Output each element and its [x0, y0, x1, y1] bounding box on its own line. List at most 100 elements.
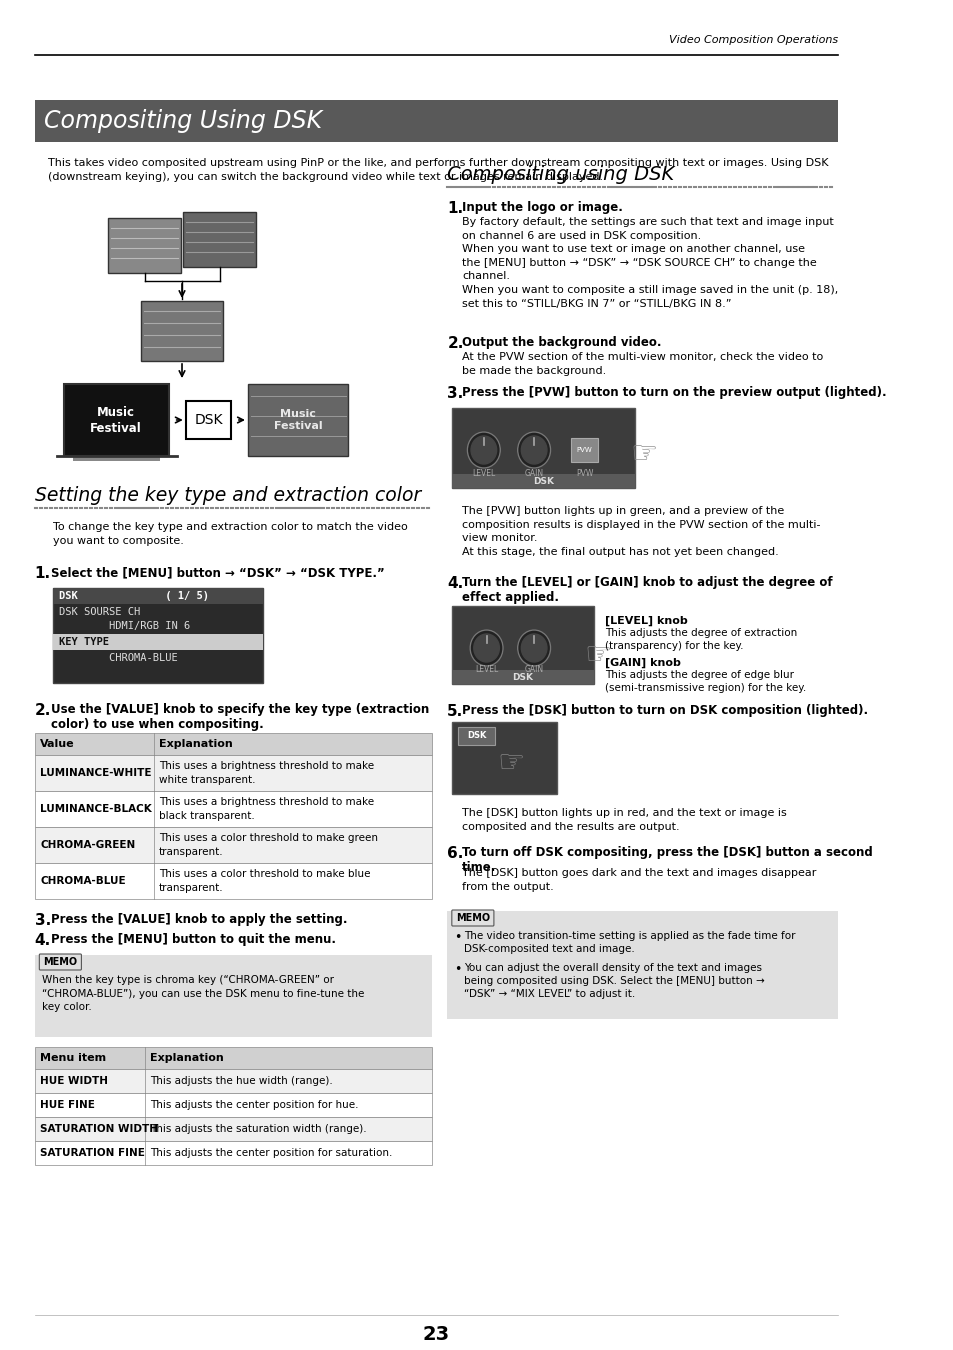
- FancyBboxPatch shape: [64, 383, 169, 456]
- Text: 4.: 4.: [447, 576, 463, 591]
- FancyBboxPatch shape: [457, 728, 495, 745]
- Text: Press the [DSK] button to turn on DSK composition (lighted).: Press the [DSK] button to turn on DSK co…: [461, 703, 867, 717]
- Text: ☞: ☞: [630, 440, 657, 470]
- Circle shape: [471, 436, 497, 464]
- Text: DSK: DSK: [466, 732, 486, 741]
- Text: This adjusts the saturation width (range).: This adjusts the saturation width (range…: [150, 1125, 366, 1134]
- Text: Video Composition Operations: Video Composition Operations: [668, 35, 837, 45]
- Text: •: •: [454, 931, 461, 944]
- Text: This adjusts the degree of extraction
(transparency) for the key.: This adjusts the degree of extraction (t…: [604, 628, 796, 651]
- Text: Music
Festival: Music Festival: [91, 405, 142, 435]
- Text: The [DSK] button lights up in red, and the text or image is
composited and the r: The [DSK] button lights up in red, and t…: [461, 809, 786, 832]
- Text: 3.: 3.: [34, 913, 51, 927]
- Text: [GAIN] knob: [GAIN] knob: [604, 657, 679, 668]
- Text: SATURATION WIDTH: SATURATION WIDTH: [40, 1125, 158, 1134]
- Text: GAIN: GAIN: [524, 666, 543, 675]
- FancyBboxPatch shape: [34, 1069, 432, 1094]
- FancyBboxPatch shape: [108, 217, 181, 273]
- Text: Press the [VALUE] knob to apply the setting.: Press the [VALUE] knob to apply the sett…: [51, 913, 347, 926]
- Text: DSK: DSK: [194, 413, 223, 427]
- Text: You can adjust the overall density of the text and images
being composited using: You can adjust the overall density of th…: [463, 963, 763, 999]
- FancyBboxPatch shape: [34, 863, 432, 899]
- Text: PVW: PVW: [576, 447, 592, 454]
- Text: 1.: 1.: [34, 566, 51, 580]
- Text: This uses a color threshold to make green
transparent.: This uses a color threshold to make gree…: [159, 833, 377, 857]
- Text: 3.: 3.: [447, 386, 463, 401]
- Circle shape: [467, 432, 499, 468]
- Text: Explanation: Explanation: [150, 1053, 224, 1062]
- FancyBboxPatch shape: [34, 791, 432, 828]
- Text: SATURATION FINE: SATURATION FINE: [40, 1148, 145, 1158]
- Text: Press the [MENU] button to quit the menu.: Press the [MENU] button to quit the menu…: [51, 933, 335, 946]
- Text: Menu item: Menu item: [40, 1053, 106, 1062]
- FancyBboxPatch shape: [73, 456, 160, 460]
- Text: HDMI/RGB IN 6: HDMI/RGB IN 6: [58, 621, 190, 630]
- Text: LUMINANCE-WHITE: LUMINANCE-WHITE: [40, 768, 152, 778]
- FancyBboxPatch shape: [34, 828, 432, 863]
- FancyBboxPatch shape: [452, 910, 494, 926]
- FancyBboxPatch shape: [452, 408, 634, 487]
- Circle shape: [470, 630, 502, 666]
- Text: GAIN: GAIN: [524, 470, 543, 478]
- FancyBboxPatch shape: [186, 401, 232, 439]
- Text: The [PVW] button lights up in green, and a preview of the
composition results is: The [PVW] button lights up in green, and…: [461, 506, 820, 556]
- Text: When the key type is chroma key (“CHROMA-GREEN” or
“CHROMA-BLUE”), you can use t: When the key type is chroma key (“CHROMA…: [42, 975, 364, 1012]
- Text: This uses a color threshold to make blue
transparent.: This uses a color threshold to make blue…: [159, 869, 371, 892]
- Text: DSK: DSK: [511, 672, 532, 682]
- Text: This adjusts the center position for saturation.: This adjusts the center position for sat…: [150, 1148, 392, 1158]
- Text: Output the background video.: Output the background video.: [461, 336, 660, 350]
- Text: Turn the [LEVEL] or [GAIN] knob to adjust the degree of
effect applied.: Turn the [LEVEL] or [GAIN] knob to adjus…: [461, 576, 832, 603]
- FancyBboxPatch shape: [34, 755, 432, 791]
- Text: DSK: DSK: [532, 477, 553, 486]
- Text: This uses a brightness threshold to make
white transparent.: This uses a brightness threshold to make…: [159, 761, 374, 784]
- Text: CHROMA-BLUE: CHROMA-BLUE: [58, 653, 177, 663]
- FancyBboxPatch shape: [447, 911, 837, 1019]
- FancyBboxPatch shape: [570, 437, 598, 462]
- Text: To change the key type and extraction color to match the video
you want to compo: To change the key type and extraction co…: [53, 522, 407, 545]
- FancyBboxPatch shape: [34, 100, 837, 142]
- FancyBboxPatch shape: [34, 1048, 432, 1069]
- Text: Use the [VALUE] knob to specify the key type (extraction
color) to use when comp: Use the [VALUE] knob to specify the key …: [51, 703, 429, 730]
- Text: 2.: 2.: [447, 336, 463, 351]
- Text: PVW: PVW: [576, 470, 593, 478]
- FancyBboxPatch shape: [452, 474, 634, 487]
- FancyBboxPatch shape: [34, 1094, 432, 1116]
- Text: Setting the key type and extraction color: Setting the key type and extraction colo…: [34, 486, 420, 505]
- Text: To turn off DSK compositing, press the [DSK] button a second
time.: To turn off DSK compositing, press the […: [461, 846, 872, 873]
- Circle shape: [520, 634, 546, 662]
- Text: 23: 23: [422, 1326, 450, 1345]
- Text: This uses a brightness threshold to make
black transparent.: This uses a brightness threshold to make…: [159, 798, 374, 821]
- Text: LEVEL: LEVEL: [475, 666, 497, 675]
- Text: 1.: 1.: [447, 201, 463, 216]
- Text: Compositing Using DSK: Compositing Using DSK: [44, 109, 322, 134]
- FancyBboxPatch shape: [248, 383, 348, 456]
- Text: 4.: 4.: [34, 933, 51, 948]
- Text: LUMINANCE-BLACK: LUMINANCE-BLACK: [40, 805, 152, 814]
- Text: HUE FINE: HUE FINE: [40, 1100, 95, 1110]
- Text: The video transition-time setting is applied as the fade time for
DSK-composited: The video transition-time setting is app…: [463, 931, 795, 954]
- Text: Input the logo or image.: Input the logo or image.: [461, 201, 622, 215]
- FancyBboxPatch shape: [183, 212, 255, 267]
- Text: Press the [PVW] button to turn on the preview output (lighted).: Press the [PVW] button to turn on the pr…: [461, 386, 885, 400]
- Text: Music
Festival: Music Festival: [274, 409, 322, 431]
- Text: At the PVW section of the multi-view monitor, check the video to
be made the bac: At the PVW section of the multi-view mon…: [461, 352, 822, 375]
- Text: By factory default, the settings are such that text and image input
on channel 6: By factory default, the settings are suc…: [461, 217, 838, 309]
- FancyBboxPatch shape: [34, 1116, 432, 1141]
- Text: [LEVEL] knob: [LEVEL] knob: [604, 616, 686, 626]
- Text: Select the [MENU] button → “DSK” → “DSK TYPE.”: Select the [MENU] button → “DSK” → “DSK …: [51, 566, 385, 579]
- Text: DSK              ( 1/ 5): DSK ( 1/ 5): [58, 591, 209, 601]
- Text: CHROMA-BLUE: CHROMA-BLUE: [40, 876, 126, 886]
- Circle shape: [474, 634, 498, 662]
- FancyBboxPatch shape: [141, 301, 223, 360]
- Text: ☞: ☞: [584, 641, 611, 671]
- FancyBboxPatch shape: [34, 733, 432, 755]
- FancyBboxPatch shape: [53, 634, 263, 649]
- FancyBboxPatch shape: [34, 954, 432, 1037]
- FancyBboxPatch shape: [452, 606, 593, 684]
- Text: MEMO: MEMO: [43, 957, 77, 967]
- FancyBboxPatch shape: [452, 670, 593, 684]
- Text: 6.: 6.: [447, 846, 463, 861]
- Text: KEY TYPE: KEY TYPE: [58, 637, 109, 647]
- Text: Compositing using DSK: Compositing using DSK: [447, 165, 674, 184]
- Text: This adjusts the hue width (range).: This adjusts the hue width (range).: [150, 1076, 333, 1085]
